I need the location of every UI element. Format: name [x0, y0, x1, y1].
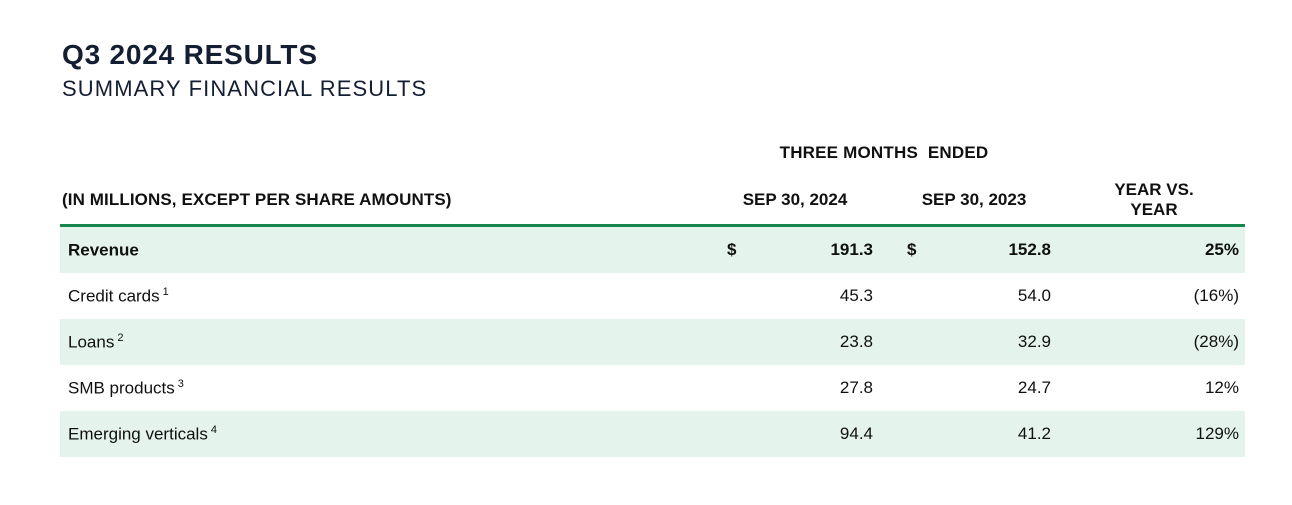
row-label: Credit cards 1	[60, 286, 705, 307]
table-row-smb-products: SMB products 3 27.8 24.7 12%	[60, 365, 1245, 411]
year-vs-year-value: 129%	[1195, 424, 1239, 444]
year-vs-year-value: 25%	[1204, 240, 1239, 260]
value-cell-2023: 32.9	[885, 332, 1063, 352]
year-vs-year-line2: YEAR	[1130, 200, 1178, 220]
column-header-sep-30-2023: SEP 30, 2023	[921, 190, 1027, 210]
value-2024: 45.3	[839, 286, 873, 306]
year-vs-year-value: (16%)	[1193, 286, 1239, 306]
value-2023: 41.2	[1017, 424, 1051, 444]
value-cell-2023: 41.2	[885, 424, 1063, 444]
row-label: SMB products 3	[60, 378, 705, 399]
year-vs-year-value: 12%	[1204, 378, 1239, 398]
row-label-text: Credit cards	[68, 286, 160, 306]
value-2024: 23.8	[839, 332, 873, 352]
table-group-header-row: THREE MONTHS ENDED	[60, 140, 1245, 166]
table-row-revenue: Revenue $191.3 $152.8 25%	[60, 227, 1245, 274]
column-header-year-vs-year: YEAR VS. YEAR	[1063, 180, 1245, 220]
row-label-text: Loans	[68, 332, 115, 352]
value-cell-2024: $191.3	[705, 240, 885, 260]
footnote-marker: 1	[162, 285, 169, 298]
footnote-marker: 3	[177, 377, 184, 390]
row-label: Revenue	[60, 240, 705, 261]
value-2023: 24.7	[1017, 378, 1051, 398]
footnote-marker: 2	[117, 331, 124, 344]
value-2023: 152.8	[1008, 240, 1051, 260]
row-label: Emerging verticals 4	[60, 424, 705, 445]
value-2023: 54.0	[1017, 286, 1051, 306]
value-2023: 32.9	[1017, 332, 1051, 352]
page-title: Q3 2024 RESULTS	[62, 39, 318, 70]
footnote-marker: 4	[210, 423, 217, 436]
value-cell-2023: 24.7	[885, 378, 1063, 398]
summary-financial-results-table: THREE MONTHS ENDED (IN MILLIONS, EXCEPT …	[60, 140, 1245, 458]
value-cell-2023: $152.8	[885, 240, 1063, 260]
table-row-loans: Loans 2 23.8 32.9 (28%)	[60, 319, 1245, 366]
value-cell-2024: 27.8	[705, 378, 885, 398]
page-subtitle: SUMMARY FINANCIAL RESULTS	[62, 75, 428, 101]
currency-symbol: $	[907, 240, 917, 260]
units-note-header: (IN MILLIONS, EXCEPT PER SHARE AMOUNTS)	[62, 190, 452, 210]
value-cell-2024: 45.3	[705, 286, 885, 306]
value-cell-2024: 23.8	[705, 332, 885, 352]
year-vs-year-value: (28%)	[1193, 332, 1239, 352]
value-2024: 94.4	[839, 424, 873, 444]
column-header-sep-30-2024: SEP 30, 2024	[742, 190, 848, 210]
row-label: Loans 2	[60, 332, 705, 353]
table-row-credit-cards: Credit cards 1 45.3 54.0 (16%)	[60, 273, 1245, 319]
year-vs-year-line1: YEAR VS.	[1114, 180, 1194, 199]
table-body: Revenue $191.3 $152.8 25% Credit cards 1 …	[60, 224, 1245, 458]
row-label-text: Revenue	[68, 240, 139, 260]
value-2024: 27.8	[839, 378, 873, 398]
row-label-text: Emerging verticals	[68, 424, 208, 444]
row-label-text: SMB products	[68, 378, 175, 398]
value-cell-2023: 54.0	[885, 286, 1063, 306]
currency-symbol: $	[727, 240, 737, 260]
table-column-header-row: (IN MILLIONS, EXCEPT PER SHARE AMOUNTS) …	[60, 180, 1245, 224]
value-2024: 191.3	[830, 240, 873, 260]
title-block: Q3 2024 RESULTS SUMMARY FINANCIAL RESULT…	[62, 39, 428, 102]
table-row-emerging-verticals: Emerging verticals 4 94.4 41.2 129%	[60, 411, 1245, 458]
value-cell-2024: 94.4	[705, 424, 885, 444]
three-months-ended-header: THREE MONTHS ENDED	[779, 143, 989, 162]
